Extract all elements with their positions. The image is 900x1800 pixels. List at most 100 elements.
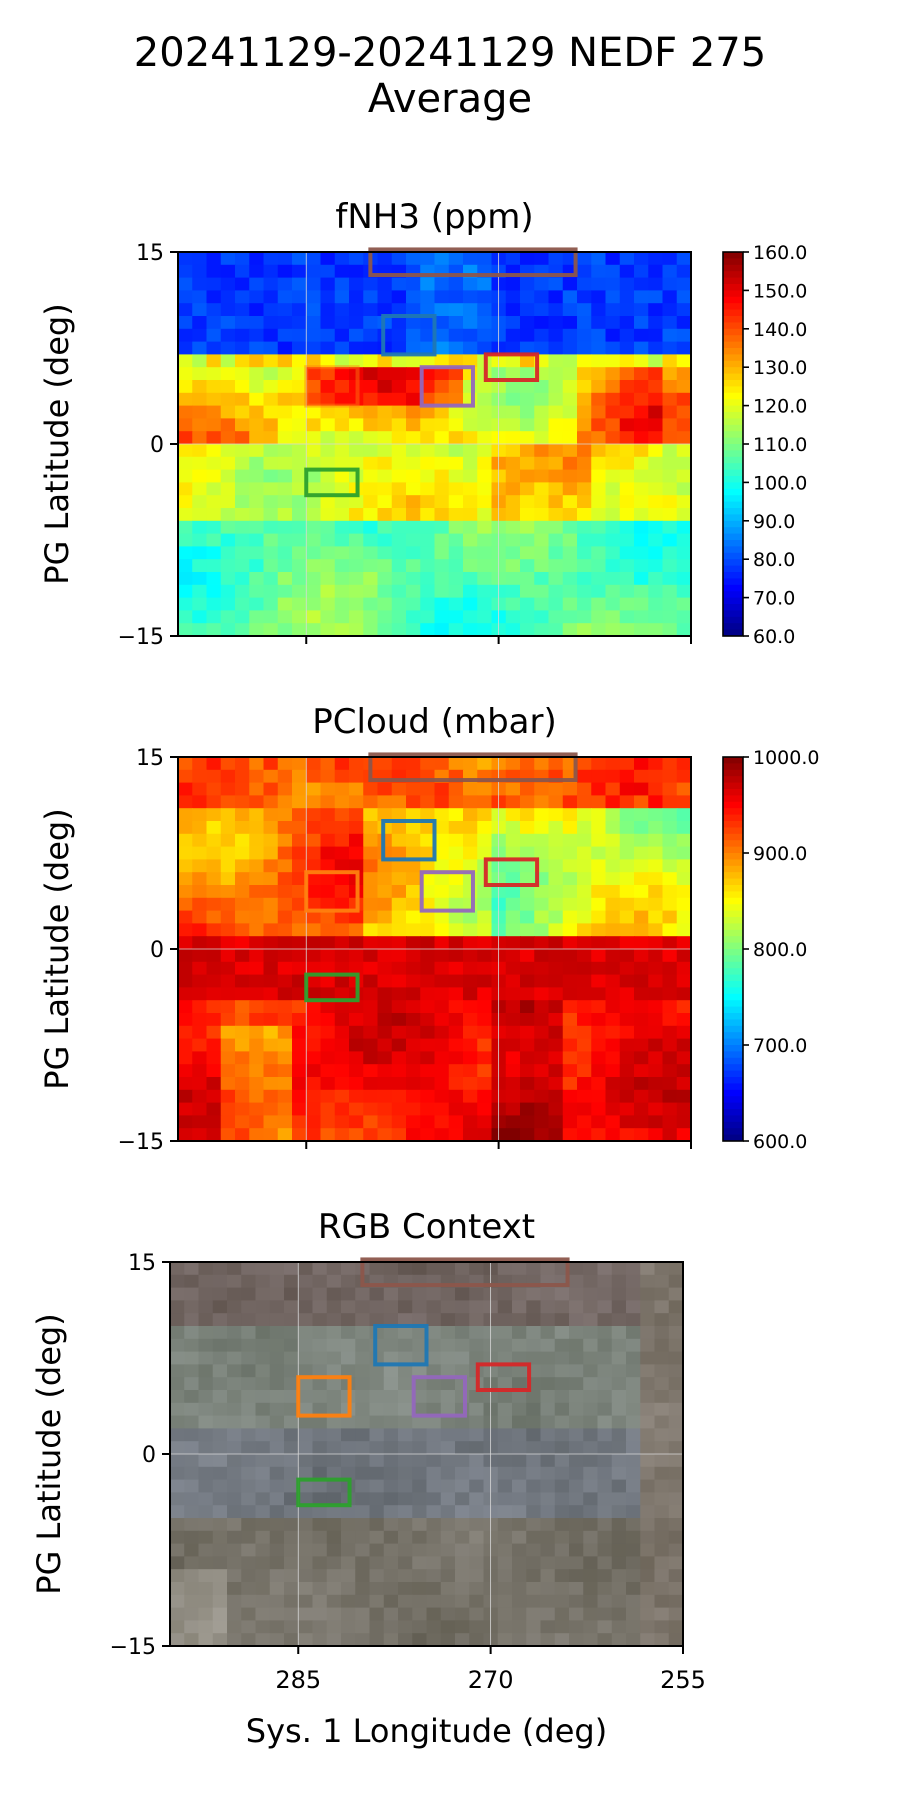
heatmap-cell xyxy=(548,546,564,560)
heatmap-cell xyxy=(277,559,293,573)
heatmap-cell xyxy=(463,1013,478,1027)
heatmap-cell xyxy=(512,1287,527,1301)
heatmap-cell xyxy=(634,974,649,988)
heatmap-cell xyxy=(448,469,464,483)
heatmap-cell xyxy=(326,1287,342,1301)
heatmap-cell xyxy=(178,277,193,291)
heatmap-cell xyxy=(477,252,493,266)
heatmap-cell xyxy=(662,833,678,848)
heatmap-cell xyxy=(377,1025,393,1040)
heatmap-cell xyxy=(583,1479,599,1493)
heatmap-cell xyxy=(306,367,322,381)
heatmap-cell xyxy=(605,316,621,330)
heatmap-cell xyxy=(398,1428,413,1442)
heatmap-cell xyxy=(469,1607,485,1621)
heatmap-cell xyxy=(178,520,193,535)
heatmap-cell xyxy=(562,885,578,899)
heatmap-cell xyxy=(648,769,664,784)
heatmap-cell xyxy=(497,1326,513,1340)
heatmap-cell xyxy=(420,872,436,886)
heatmap-cell xyxy=(591,1128,607,1142)
heatmap-cell xyxy=(178,290,193,304)
heatmap-cell xyxy=(192,456,208,471)
heatmap-cell xyxy=(334,1064,350,1078)
heatmap-cell xyxy=(277,757,293,771)
heatmap-cell xyxy=(220,910,236,924)
heatmap-cell xyxy=(605,264,621,279)
heatmap-cell xyxy=(434,277,450,291)
heatmap-cell xyxy=(312,1505,328,1519)
heatmap-cell xyxy=(292,1128,307,1142)
heatmap-cell xyxy=(170,1274,185,1289)
heatmap-cell xyxy=(619,1115,635,1129)
heatmap-cell xyxy=(448,392,464,407)
heatmap-cell xyxy=(619,1089,635,1104)
heatmap-cell xyxy=(654,1441,670,1455)
heatmap-cell xyxy=(577,610,592,624)
heatmap-cell xyxy=(192,1077,208,1091)
heatmap-cell xyxy=(434,1038,450,1052)
heatmap-cell xyxy=(591,821,607,835)
heatmap-cell xyxy=(298,1556,314,1570)
colorbar-segment xyxy=(723,328,743,336)
heatmap-cell xyxy=(306,885,322,899)
heatmap-cell xyxy=(626,1326,641,1340)
heatmap-cell xyxy=(206,482,222,496)
heatmap-cell xyxy=(477,949,493,963)
heatmap-cell xyxy=(269,1633,285,1647)
heatmap-cell xyxy=(477,923,493,937)
heatmap-cell xyxy=(611,1556,627,1570)
heatmap-cell xyxy=(554,1543,570,1557)
heatmap-cell xyxy=(326,1466,342,1481)
heatmap-cell xyxy=(355,1466,371,1481)
heatmap-cell xyxy=(170,1505,185,1519)
heatmap-cell xyxy=(277,418,293,432)
heatmap-cell xyxy=(198,1479,214,1493)
heatmap-cell xyxy=(591,380,607,394)
heatmap-cell xyxy=(526,1415,542,1429)
colorbar-segment xyxy=(723,814,743,822)
heatmap-cell xyxy=(220,252,236,266)
heatmap-cell xyxy=(477,584,493,599)
heatmap-cell xyxy=(363,354,379,368)
heatmap-cell xyxy=(569,1466,584,1481)
heatmap-cell xyxy=(562,1013,578,1027)
heatmap-cell xyxy=(448,1115,464,1129)
heatmap-cell xyxy=(383,1543,399,1557)
heatmap-cell xyxy=(420,584,436,599)
heatmap-cell xyxy=(363,572,379,586)
heatmap-cell xyxy=(619,885,635,899)
heatmap-cell xyxy=(534,897,550,912)
heatmap-cell xyxy=(369,1415,385,1429)
heatmap-cell xyxy=(277,987,293,1001)
heatmap-cell xyxy=(341,1543,356,1557)
heatmap-cell xyxy=(349,316,364,330)
heatmap-cell xyxy=(277,252,293,266)
heatmap-cell xyxy=(512,1492,527,1506)
heatmap-cell xyxy=(391,936,407,950)
heatmap-cell xyxy=(269,1287,285,1301)
heatmap-cell xyxy=(334,821,350,835)
heatmap-cell xyxy=(548,508,564,522)
heatmap-cell xyxy=(349,495,364,509)
heatmap-cell xyxy=(648,559,664,573)
heatmap-cell xyxy=(512,1415,527,1429)
heatmap-cell xyxy=(220,1064,236,1078)
colorbar-segment xyxy=(723,981,743,988)
heatmap-cell xyxy=(412,1633,428,1647)
heatmap-cell xyxy=(448,597,464,611)
heatmap-cell xyxy=(320,1115,336,1129)
heatmap-cell xyxy=(534,392,550,407)
heatmap-cell xyxy=(648,431,664,445)
heatmap-cell xyxy=(235,769,250,784)
figure-title-line2: Average xyxy=(367,76,533,122)
heatmap-cell xyxy=(184,1326,200,1340)
heatmap-cell xyxy=(184,1530,200,1545)
heatmap-cell xyxy=(577,444,592,458)
heatmap-cell xyxy=(406,795,421,809)
heatmap-cell xyxy=(355,1300,371,1314)
heatmap-cell xyxy=(577,290,592,304)
heatmap-cell xyxy=(448,1038,464,1052)
heatmap-cell xyxy=(235,444,250,458)
heatmap-cell xyxy=(192,1051,208,1065)
